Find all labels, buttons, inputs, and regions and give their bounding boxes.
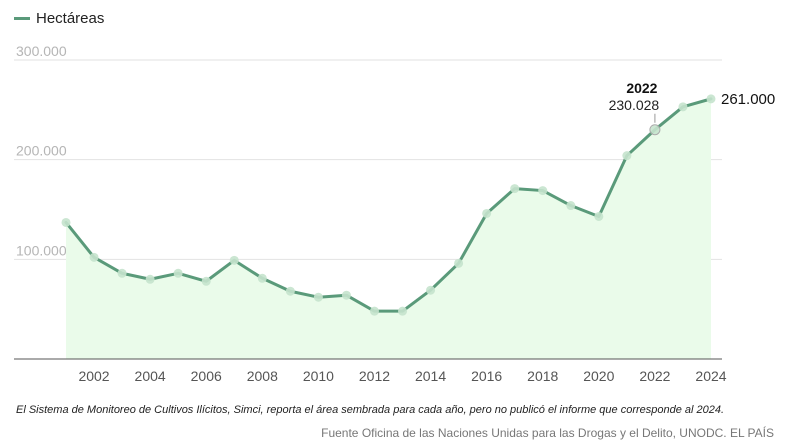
data-point-2024 bbox=[706, 94, 716, 104]
y-tick-label-0: 100.000 bbox=[16, 242, 67, 258]
y-tick-label-1: 200.000 bbox=[16, 143, 67, 159]
x-tick-label-2014: 2014 bbox=[415, 368, 446, 384]
data-point-2006 bbox=[201, 276, 211, 286]
data-point-2018 bbox=[538, 186, 548, 196]
x-tick-label-2016: 2016 bbox=[471, 368, 502, 384]
area-chart: 100.000 200.000 300.000 2002 2004 2006 2008 201… bbox=[14, 43, 775, 384]
data-point-2016 bbox=[482, 208, 492, 218]
data-point-2020 bbox=[594, 211, 604, 221]
x-tick-label-2002: 2002 bbox=[78, 368, 109, 384]
data-point-2014 bbox=[426, 285, 436, 295]
x-tick-label-2004: 2004 bbox=[135, 368, 166, 384]
data-point-2008 bbox=[257, 273, 267, 283]
x-tick-label-2018: 2018 bbox=[527, 368, 558, 384]
last-value-label: 261.000 bbox=[721, 91, 775, 108]
footnote: El Sistema de Monitoreo de Cultivos Ilíc… bbox=[16, 404, 725, 416]
legend-label: Hectáreas bbox=[36, 10, 105, 27]
series-line bbox=[64, 97, 713, 313]
data-point-2019 bbox=[566, 201, 576, 211]
data-point-2017 bbox=[510, 184, 520, 194]
data-point-2023 bbox=[678, 102, 688, 112]
annotation-value: 230.028 bbox=[609, 97, 660, 113]
data-point-2015 bbox=[454, 258, 464, 268]
data-point-2007 bbox=[229, 255, 239, 265]
source-credit: Fuente Oficina de las Naciones Unidas pa… bbox=[321, 426, 774, 440]
legend: Hectáreas bbox=[14, 10, 104, 27]
data-point-2004 bbox=[145, 274, 155, 284]
data-point-2003 bbox=[117, 268, 127, 278]
annotation-ring bbox=[649, 124, 661, 136]
x-tick-label-2010: 2010 bbox=[303, 368, 334, 384]
area-fill bbox=[66, 98, 711, 360]
x-tick-label-2006: 2006 bbox=[191, 368, 222, 384]
data-point-2021 bbox=[622, 151, 632, 161]
legend-swatch bbox=[14, 17, 30, 20]
data-point-2011 bbox=[341, 290, 351, 300]
x-tick-label-2022: 2022 bbox=[639, 368, 670, 384]
data-point-2010 bbox=[313, 292, 323, 302]
annotation-year: 2022 bbox=[626, 80, 657, 96]
x-tick-label-2008: 2008 bbox=[247, 368, 278, 384]
data-point-2001 bbox=[61, 217, 71, 227]
data-point-2005 bbox=[173, 268, 183, 278]
x-tick-label-2012: 2012 bbox=[359, 368, 390, 384]
data-point-2009 bbox=[285, 286, 295, 296]
data-point-2002 bbox=[89, 252, 99, 262]
data-point-2012 bbox=[369, 306, 379, 316]
x-tick-label-2024: 2024 bbox=[695, 368, 726, 384]
x-tick-label-2020: 2020 bbox=[583, 368, 614, 384]
y-tick-label-2: 300.000 bbox=[16, 43, 67, 59]
data-point-2013 bbox=[398, 306, 408, 316]
data-point-2022 bbox=[650, 125, 660, 135]
